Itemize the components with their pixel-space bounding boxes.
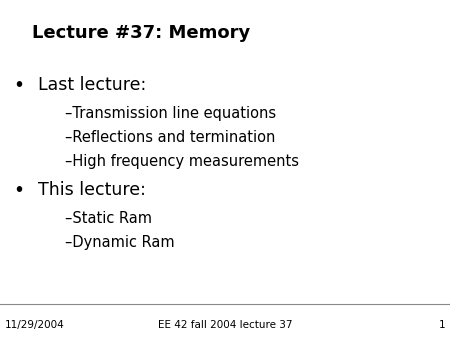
Text: –Dynamic Ram: –Dynamic Ram [65,235,175,250]
Text: 11/29/2004: 11/29/2004 [4,319,64,330]
Text: –Transmission line equations: –Transmission line equations [65,106,276,121]
Text: •: • [14,181,25,200]
Text: •: • [14,76,25,95]
Text: EE 42 fall 2004 lecture 37: EE 42 fall 2004 lecture 37 [158,319,292,330]
Text: This lecture:: This lecture: [38,181,146,199]
Text: –High frequency measurements: –High frequency measurements [65,154,299,169]
Text: Last lecture:: Last lecture: [38,76,147,94]
Text: 1: 1 [439,319,446,330]
Text: –Reflections and termination: –Reflections and termination [65,130,275,145]
Text: Lecture #37: Memory: Lecture #37: Memory [32,24,250,42]
Text: –Static Ram: –Static Ram [65,211,152,226]
